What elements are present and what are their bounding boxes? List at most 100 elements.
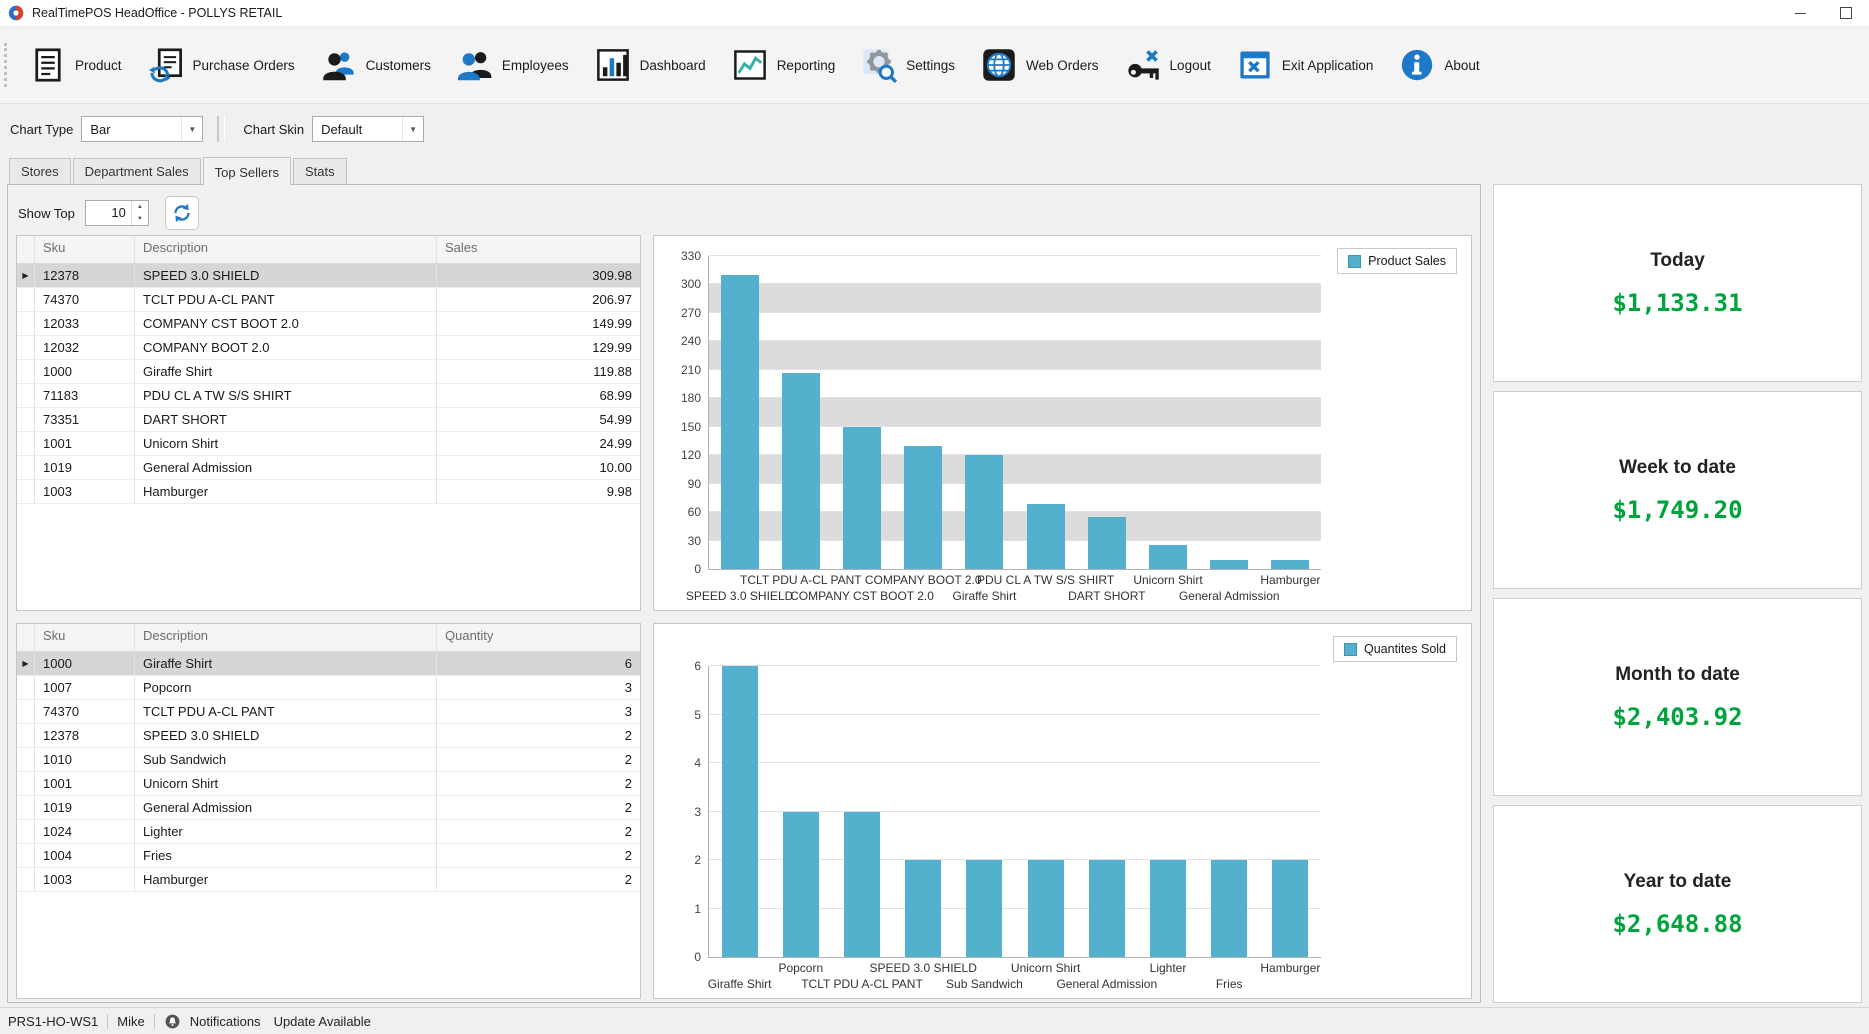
toolbar-item-employees[interactable]: Employees [444,37,582,93]
toolbar-item-logout[interactable]: Logout [1112,37,1224,93]
x-axis-label: Unicorn Shirt [1010,961,1081,975]
table-row[interactable]: ▶ 12378 SPEED 3.0 SHIELD 309.98 [17,264,640,288]
maximize-icon [1840,7,1852,19]
chart-skin-select[interactable]: Default ▼ [312,116,425,142]
chart-bar [965,455,1004,569]
chevron-down-icon[interactable]: ▼ [181,117,202,141]
x-axis-label: Fries [1215,977,1243,991]
purchase-orders-icon [148,47,184,83]
row-indicator [17,676,35,699]
statusbar-separator [107,1013,109,1029]
table-row[interactable]: 1003 Hamburger 2 [17,868,640,892]
column-header-sku[interactable]: Sku [35,624,135,651]
x-axis-label: Hamburger [1260,573,1321,587]
maximize-button[interactable] [1823,0,1869,26]
cell-description: Fries [135,844,437,867]
toolbar-item-customers[interactable]: Customers [308,37,444,93]
tab-stats[interactable]: Stats [292,158,347,184]
toolbar-item-exit-application[interactable]: Exit Application [1224,37,1387,93]
cell-value: 24.99 [599,436,632,451]
column-header-quantity[interactable]: Quantity [445,628,494,643]
table-row[interactable]: 1001 Unicorn Shirt 2 [17,772,640,796]
table-row[interactable]: 74370 TCLT PDU A-CL PANT 206.97 [17,288,640,312]
row-indicator [17,844,35,867]
spin-down-button[interactable]: ▼ [136,216,143,222]
show-top-spinner[interactable]: 10 ▲ ▼ [84,200,149,226]
cell-description: SPEED 3.0 SHIELD [135,724,437,747]
toolbar-item-label: Web Orders [1026,57,1099,73]
table-row[interactable]: 12378 SPEED 3.0 SHIELD 2 [17,724,640,748]
row-indicator [17,796,35,819]
x-axis-label: COMPANY BOOT 2.0 [864,573,982,587]
toolbar-item-product[interactable]: Product [17,37,135,93]
notifications-icon[interactable] [164,1013,181,1030]
x-axis-label: General Admission [1178,589,1280,603]
notifications-label[interactable]: Notifications [189,1013,261,1029]
options-separator [217,116,226,142]
gridline [709,425,1321,427]
table-row[interactable]: 1010 Sub Sandwich 2 [17,748,640,772]
customers-icon [321,47,357,83]
web-orders-icon [981,47,1017,83]
toolbar-item-about[interactable]: About [1386,37,1492,93]
toolbar-item-dashboard[interactable]: Dashboard [582,37,719,93]
tab-department-sales[interactable]: Department Sales [72,158,201,184]
bar-slot [954,666,1015,957]
minimize-button[interactable] [1777,0,1823,26]
row-indicator [17,480,35,503]
row-indicator [17,432,35,455]
refresh-icon [171,202,193,224]
chart-type-select[interactable]: Bar ▼ [81,116,204,142]
table-row[interactable]: 12032 COMPANY BOOT 2.0 129.99 [17,336,640,360]
legend-label: Product Sales [1368,254,1446,268]
bar-slot [1076,666,1137,957]
toolbar-item-purchase-orders[interactable]: Purchase Orders [135,37,308,93]
row-indicator [17,336,35,359]
table-row[interactable]: 12033 COMPANY CST BOOT 2.0 149.99 [17,312,640,336]
refresh-button[interactable] [164,196,199,230]
cell-description: COMPANY BOOT 2.0 [135,336,437,359]
tab-stores[interactable]: Stores [9,158,71,184]
table-row[interactable]: 1007 Popcorn 3 [17,676,640,700]
toolbar-item-reporting[interactable]: Reporting [719,37,849,93]
table-row[interactable]: 1000 Giraffe Shirt 119.88 [17,360,640,384]
column-header-description[interactable]: Description [135,624,437,651]
tab-top-sellers[interactable]: Top Sellers [202,157,291,185]
update-available-label[interactable]: Update Available [273,1013,371,1029]
spin-up-button[interactable]: ▲ [136,204,143,210]
table-row[interactable]: 1004 Fries 2 [17,844,640,868]
table-row[interactable]: ▶ 1000 Giraffe Shirt 6 [17,652,640,676]
toolbar-item-label: Product [75,57,122,73]
cell-description: TCLT PDU A-CL PANT [135,288,437,311]
table-row[interactable]: 1019 General Admission 2 [17,796,640,820]
chevron-down-icon[interactable]: ▼ [402,117,423,141]
row-indicator-header [17,236,35,263]
bar-slot [1137,256,1198,569]
cell-sku: 1024 [35,820,135,843]
column-header-sales[interactable]: Sales [445,240,478,255]
toolbar-item-label: About [1444,57,1480,73]
toolbar-item-label: Purchase Orders [192,57,295,73]
table-row[interactable]: 1019 General Admission 10.00 [17,456,640,480]
column-header-description[interactable]: Description [135,236,437,263]
row-indicator: ▶ [17,264,35,287]
table-row[interactable]: 73351 DART SHORT 54.99 [17,408,640,432]
column-header-sku[interactable]: Sku [35,236,135,263]
chart-bar [1150,860,1187,957]
gridline [709,511,1321,513]
table-row[interactable]: 1001 Unicorn Shirt 24.99 [17,432,640,456]
bar-slot [1015,256,1076,569]
row-indicator [17,408,35,431]
table-row[interactable]: 1003 Hamburger 9.98 [17,480,640,504]
table-row[interactable]: 1024 Lighter 2 [17,820,640,844]
x-axis-label: Giraffe Shirt [707,977,772,991]
cell-description: COMPANY CST BOOT 2.0 [135,312,437,335]
toolbar-item-settings[interactable]: Settings [848,37,968,93]
chart-type-value: Bar [90,121,111,137]
toolbar-item-web-orders[interactable]: Web Orders [968,37,1112,93]
table-row[interactable]: 74370 TCLT PDU A-CL PANT 3 [17,700,640,724]
row-indicator [17,724,35,747]
kpi-title: Week to date [1619,456,1736,478]
table-row[interactable]: 71183 PDU CL A TW S/S SHIRT 68.99 [17,384,640,408]
cell-sku: 1000 [35,652,135,675]
